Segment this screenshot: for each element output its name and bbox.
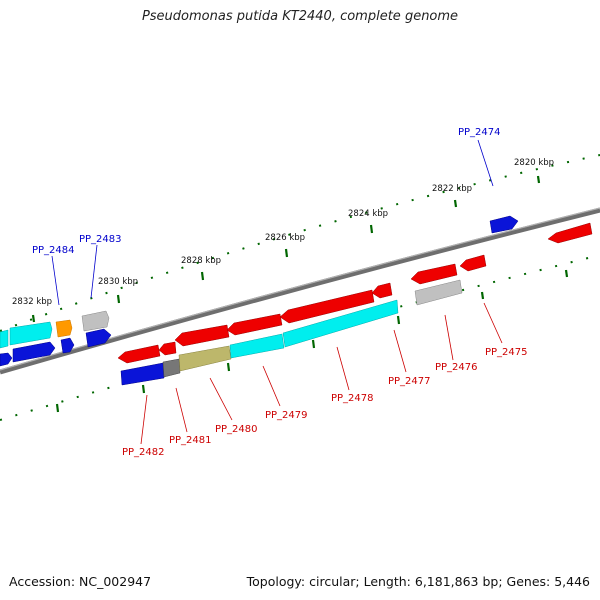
connector-pp2481 <box>175 387 188 433</box>
forward-outer-genes <box>0 215 519 367</box>
gene-grey-pp2476 <box>414 279 463 306</box>
gene-red-pp2478 <box>279 289 375 324</box>
gene-khaki-pp2480 <box>178 345 232 372</box>
gene-cyan-left <box>0 329 9 349</box>
connector-pp2482 <box>140 394 148 445</box>
genome-backbone <box>0 207 600 375</box>
outer-major-ticks <box>31 175 541 323</box>
gene-blue-b <box>12 341 56 363</box>
gene-blue-pp2474 <box>489 215 519 234</box>
connector-pp2477 <box>393 329 407 373</box>
gene-red-pp2477 <box>371 282 393 299</box>
tick-label-2828: 2828 kbp <box>181 256 221 266</box>
gene-blue-a <box>0 352 13 367</box>
gene-label-pp2477: PP_2477 <box>388 376 431 387</box>
gene-cyan-pp2479 <box>229 333 285 359</box>
connector-pp2478 <box>336 346 350 391</box>
gene-label-pp2480: PP_2480 <box>215 424 258 435</box>
gene-blue-d <box>85 328 112 348</box>
accession-text: Accession: NC_002947 <box>9 574 152 589</box>
gene-label-pp2482: PP_2482 <box>122 447 165 458</box>
gene-darkgrey-pp2481 <box>162 358 181 378</box>
tick-label-2822: 2822 kbp <box>432 184 472 194</box>
tick-label-2832: 2832 kbp <box>12 297 52 307</box>
connector-pp2475 <box>483 302 503 344</box>
gene-red-pp2482 <box>117 344 161 364</box>
connector-pp2484 <box>51 255 60 306</box>
connector-pp2480 <box>209 377 233 421</box>
inner-major-ticks <box>55 269 569 413</box>
tick-label-2824: 2824 kbp <box>348 209 388 219</box>
gene-label-pp2483: PP_2483 <box>79 234 122 245</box>
gene-label-pp2478: PP_2478 <box>331 393 374 404</box>
connector-pp2476 <box>444 314 454 361</box>
gene-cyan-pp2478 <box>282 299 399 348</box>
gene-red-pp2475 <box>459 254 487 272</box>
gene-label-pp2479: PP_2479 <box>265 410 308 421</box>
connector-pp2483 <box>90 244 98 299</box>
connector-pp2474 <box>477 139 494 187</box>
connector-pp2479 <box>262 365 281 407</box>
tick-label-2820: 2820 kbp <box>514 158 554 168</box>
gene-label-pp2484: PP_2484 <box>32 245 75 256</box>
gene-blue-c <box>60 337 75 354</box>
reverse-inner-genes <box>117 222 593 386</box>
gene-label-pp2476: PP_2476 <box>435 362 478 373</box>
gene-red-pp2479 <box>226 313 283 336</box>
gene-red-far-right <box>547 222 593 244</box>
gene-blue-pp2482 <box>120 362 165 386</box>
gene-red-pp2476 <box>410 263 458 285</box>
gene-grey-small <box>81 310 110 332</box>
map-title: Pseudomonas putida KT2440, complete geno… <box>141 9 459 24</box>
tick-label-2830: 2830 kbp <box>98 277 138 287</box>
gene-red-pp2480 <box>174 324 230 347</box>
gene-cyan-2 <box>9 321 53 346</box>
gene-red-pp2481 <box>158 341 177 356</box>
gene-label-pp2481: PP_2481 <box>169 435 212 446</box>
genome-summary-text: Topology: circular; Length: 6,181,863 bp… <box>246 574 590 589</box>
gene-label-pp2475: PP_2475 <box>485 347 528 358</box>
tick-label-2826: 2826 kbp <box>265 233 305 243</box>
gene-label-pp2474: PP_2474 <box>458 127 501 138</box>
gene-orange <box>55 319 73 338</box>
